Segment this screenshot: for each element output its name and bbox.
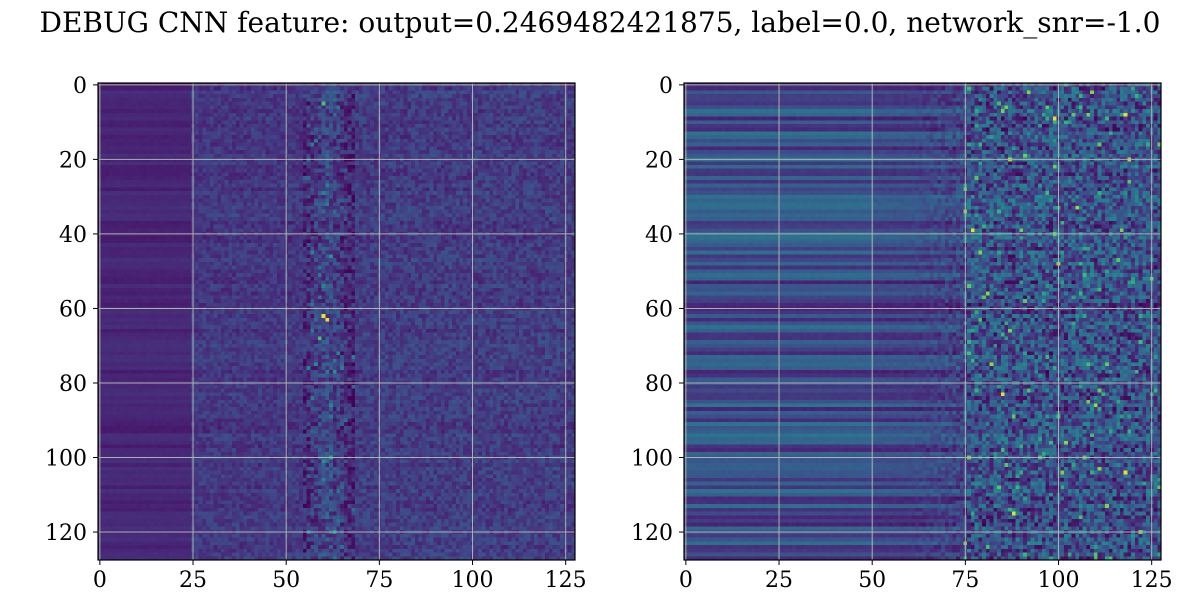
y-tick-label-left-5: 100 [45, 447, 87, 472]
x-tick-label-right-5: 125 [1131, 568, 1173, 593]
y-tick-label-right-6: 120 [631, 521, 673, 546]
x-tick-label-left-2: 50 [272, 568, 300, 593]
y-tick-label-left-3: 60 [59, 297, 87, 322]
x-tick-label-right-4: 100 [1038, 568, 1080, 593]
x-tick-label-left-0: 0 [93, 568, 107, 593]
y-tick-label-right-4: 80 [645, 372, 673, 397]
y-tick-label-right-0: 0 [659, 74, 673, 99]
y-tick-label-right-3: 60 [645, 297, 673, 322]
x-tick-label-right-1: 25 [765, 568, 793, 593]
y-tick-label-left-4: 80 [59, 372, 87, 397]
figure-title: DEBUG CNN feature: output=0.246948242187… [39, 6, 1161, 39]
x-tick-label-left-4: 100 [452, 568, 494, 593]
x-tick-label-left-1: 25 [179, 568, 207, 593]
heatmap-cells-right [684, 83, 1161, 560]
y-tick-label-right-1: 20 [645, 148, 673, 173]
x-tick-label-right-3: 75 [951, 568, 979, 593]
x-tick-label-left-5: 125 [545, 568, 587, 593]
x-tick-label-right-0: 0 [679, 568, 693, 593]
axes-frame-right [683, 82, 1162, 561]
y-tick-label-left-1: 20 [59, 148, 87, 173]
y-tick-label-left-2: 40 [59, 223, 87, 248]
y-tick-label-right-5: 100 [631, 447, 673, 472]
y-tick-label-right-2: 40 [645, 223, 673, 248]
y-tick-label-left-0: 0 [73, 74, 87, 99]
axes-frame-left [97, 82, 576, 561]
y-tick-label-left-6: 120 [45, 521, 87, 546]
x-tick-label-right-2: 50 [858, 568, 886, 593]
x-tick-label-left-3: 75 [365, 568, 393, 593]
heatmap-cells-left [98, 83, 575, 560]
